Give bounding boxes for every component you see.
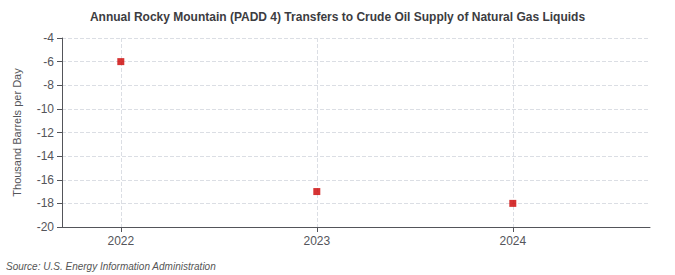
svg-text:2023: 2023 [303,234,330,248]
svg-text:-20: -20 [37,220,55,234]
svg-text:2024: 2024 [499,234,526,248]
svg-text:-10: -10 [37,102,55,116]
svg-text:Annual Rocky Mountain (PADD 4): Annual Rocky Mountain (PADD 4) Transfers… [90,10,585,24]
svg-text:-4: -4 [43,31,54,45]
svg-text:-8: -8 [43,78,54,92]
svg-text:-14: -14 [37,149,55,163]
svg-text:-12: -12 [37,126,55,140]
svg-text:-16: -16 [37,173,55,187]
svg-text:-18: -18 [37,196,55,210]
svg-text:2022: 2022 [107,234,134,248]
svg-text:-6: -6 [43,55,54,69]
svg-text:Source: U.S. Energy Informatio: Source: U.S. Energy Information Administ… [6,261,216,272]
svg-text:Thousand Barrels per Day: Thousand Barrels per Day [11,68,23,197]
